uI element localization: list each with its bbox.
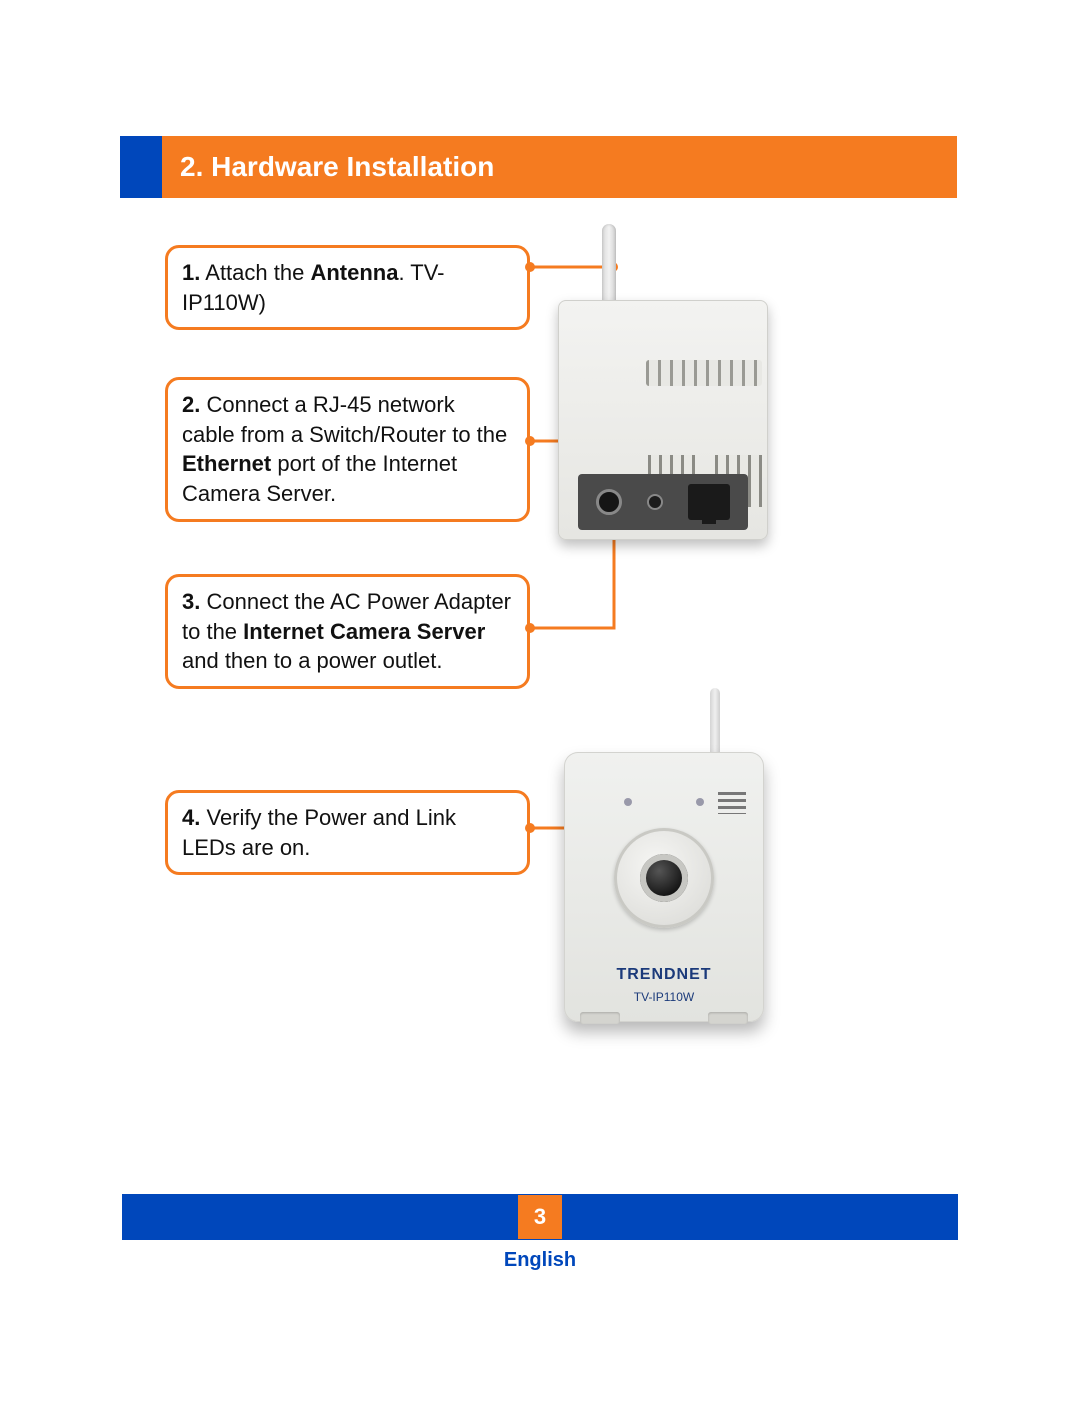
step-3-callout: 3. Connect the AC Power Adapter to the I… [165,574,530,689]
link-led-icon [696,798,704,806]
section-header: 2. Hardware Installation [120,136,957,198]
device-back-body [558,300,768,540]
device-back-illustration [558,250,768,550]
ethernet-port-icon [688,484,730,520]
step-2-callout: 2. Connect a RJ-45 network cable from a … [165,377,530,522]
step-3-bold: Internet Camera Server [243,619,485,644]
step-2-pre: Connect a RJ-45 network cable from a Swi… [182,392,507,447]
vent-top-icon [646,360,762,386]
step-2-bold: Ethernet [182,451,271,476]
page-number: 3 [518,1195,562,1239]
step-4-number: 4. [182,805,200,830]
device-model: TV-IP110W [564,990,764,1004]
lens-inner-icon [640,854,688,902]
device-brand: TRENDNET [564,966,764,984]
reset-button-icon [647,494,663,510]
foot-right-icon [708,1012,748,1024]
step-2-number: 2. [182,392,200,417]
step-1-number: 1. [182,260,200,285]
step-4-text: Verify the Power and Link LEDs are on. [182,805,456,860]
footer-bar: 3 [122,1194,958,1240]
step-1-bold: Antenna [310,260,398,285]
device-front-body: TRENDNET TV-IP110W [564,752,764,1022]
port-panel [578,474,748,530]
step-1-callout: 1. Attach the Antenna. TV-IP110W) [165,245,530,330]
camera-lens-icon [614,828,714,928]
speaker-grille-icon [718,792,746,814]
step-4-callout: 4. Verify the Power and Link LEDs are on… [165,790,530,875]
step-3-post: and then to a power outlet. [182,648,443,673]
foot-left-icon [580,1012,620,1024]
device-front-illustration: TRENDNET TV-IP110W [564,740,764,1040]
step-3-number: 3. [182,589,200,614]
language-label: English [0,1249,1080,1272]
front-antenna-icon [710,688,720,758]
header-blue-accent [120,136,162,198]
header-orange-bar: 2. Hardware Installation [162,136,957,198]
power-port-icon [596,489,622,515]
power-led-icon [624,798,632,806]
section-title: 2. Hardware Installation [180,151,494,183]
step-1-pre: Attach the [205,260,310,285]
